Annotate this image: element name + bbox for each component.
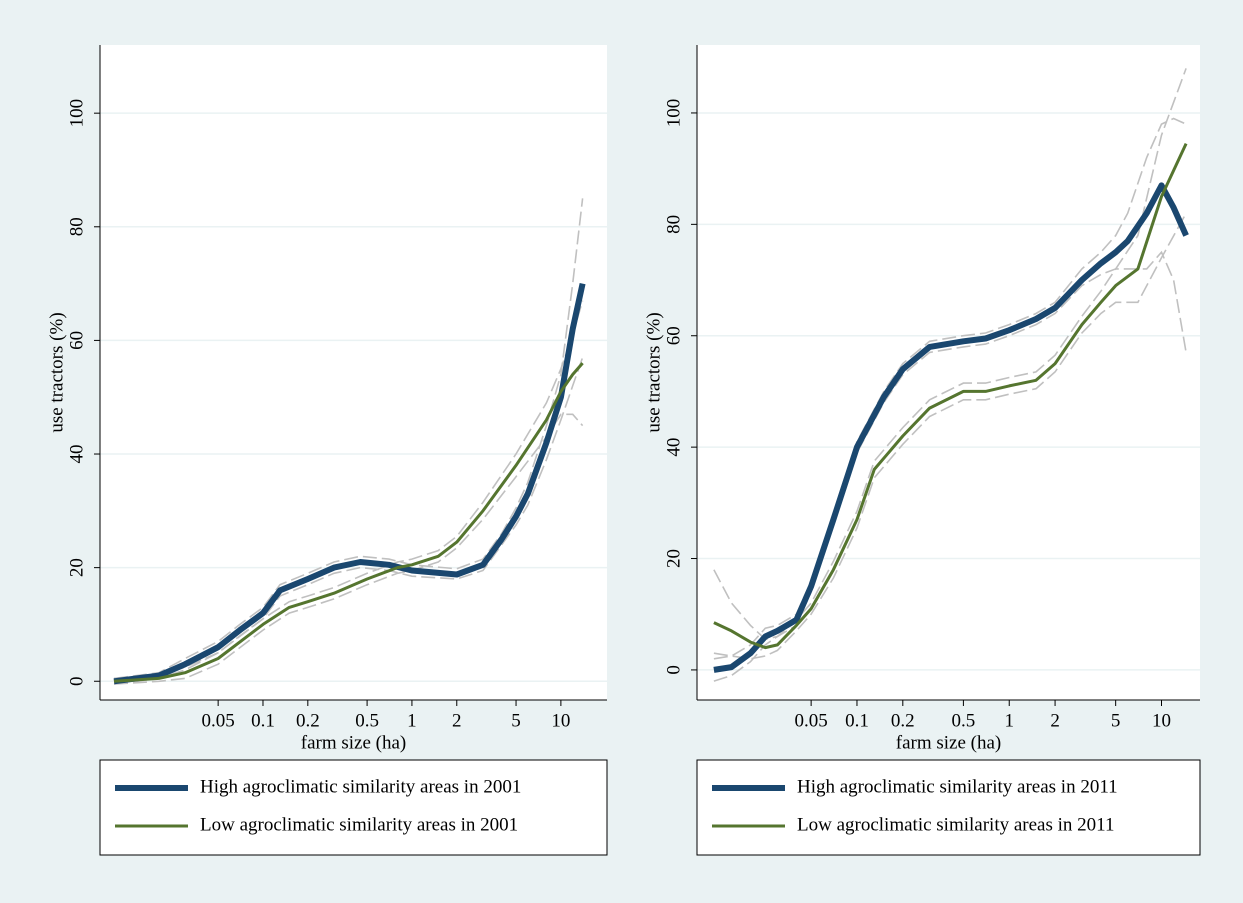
x-tick-label: 5 bbox=[1111, 710, 1121, 731]
x-tick-label: 0.5 bbox=[355, 710, 379, 731]
series-line bbox=[113, 282, 586, 685]
y-tick-label: 20 bbox=[66, 558, 87, 577]
y-tick-label: 100 bbox=[663, 99, 684, 128]
confidence-band bbox=[713, 117, 1187, 657]
y-axis-title: use tractors (%) bbox=[46, 312, 67, 432]
x-tick-label: 0.05 bbox=[202, 710, 235, 731]
legend-label: High agroclimatic similarity areas in 20… bbox=[200, 776, 521, 797]
y-tick-label: 80 bbox=[663, 215, 684, 234]
legend-label: Low agroclimatic similarity areas in 200… bbox=[200, 814, 518, 835]
x-tick-label: 1 bbox=[1004, 710, 1014, 731]
x-tick-label: 10 bbox=[551, 710, 570, 731]
y-tick-label: 80 bbox=[66, 217, 87, 236]
series-line bbox=[713, 142, 1188, 650]
y-tick-label: 40 bbox=[663, 438, 684, 457]
series-line bbox=[713, 182, 1189, 673]
x-tick-label: 0.2 bbox=[296, 710, 320, 731]
plot-area bbox=[697, 45, 1200, 700]
x-tick-label: 0.5 bbox=[952, 710, 976, 731]
confidence-band bbox=[113, 198, 584, 680]
y-tick-label: 0 bbox=[66, 677, 87, 687]
x-tick-label: 0.1 bbox=[251, 710, 275, 731]
y-tick-label: 100 bbox=[66, 99, 87, 128]
legend-label: Low agroclimatic similarity areas in 201… bbox=[797, 814, 1114, 835]
plot-area bbox=[100, 45, 607, 700]
x-tick-label: 0.1 bbox=[845, 710, 869, 731]
confidence-band bbox=[113, 300, 584, 680]
x-tick-label: 1 bbox=[407, 710, 417, 731]
x-axis-title: farm size (ha) bbox=[896, 732, 1002, 753]
legend-box bbox=[696, 759, 1201, 856]
y-tick-label: 60 bbox=[663, 326, 684, 345]
y-axis-title: use tractors (%) bbox=[643, 312, 664, 432]
confidence-band bbox=[713, 212, 1187, 660]
confidence-band bbox=[713, 68, 1187, 641]
x-tick-label: 2 bbox=[1050, 710, 1060, 731]
x-tick-label: 0.05 bbox=[795, 710, 828, 731]
x-tick-label: 2 bbox=[452, 710, 462, 731]
y-tick-label: 0 bbox=[663, 665, 684, 675]
x-tick-label: 10 bbox=[1152, 710, 1171, 731]
x-axis-title: farm size (ha) bbox=[301, 732, 407, 753]
legend-label: High agroclimatic similarity areas in 20… bbox=[797, 776, 1118, 797]
series-line bbox=[113, 362, 584, 683]
legend-box bbox=[99, 759, 608, 856]
y-tick-label: 60 bbox=[66, 331, 87, 350]
y-tick-label: 20 bbox=[663, 549, 684, 568]
x-tick-label: 5 bbox=[511, 710, 521, 731]
x-tick-label: 0.2 bbox=[891, 710, 915, 731]
y-tick-label: 40 bbox=[66, 445, 87, 464]
